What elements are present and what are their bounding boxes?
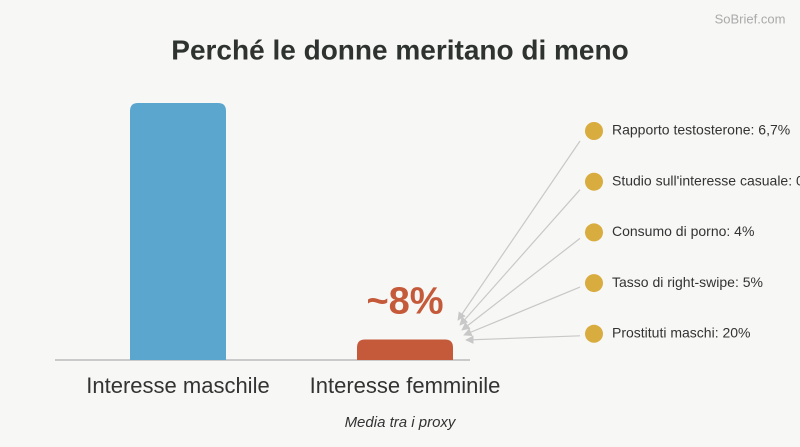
annotation-arrow [461,237,581,331]
bar [357,339,453,360]
subtitle: Media tra i proxy [345,414,457,431]
annotation-arrow [457,140,581,321]
annotation-dot [585,324,603,343]
annotation-arrow [465,335,581,344]
annotation: Studio sull'interesse casuale: 0% [612,172,800,188]
annotation: Tasso di right-swipe: 5% [612,274,763,290]
chart-title: Perché le donne meritano di meno [171,34,628,65]
watermark: SoBrief.com [715,11,786,26]
annotation: Prostituti maschi: 20% [612,325,751,341]
x-tick-label: Interesse maschile [86,373,269,398]
bar [130,103,226,360]
annotation-dot [585,122,603,140]
annotation: Rapporto testosterone: 6,7% [612,122,790,138]
annotation: Consumo di porno: 4% [612,223,754,239]
value-label: ~8% [366,280,443,322]
annotation-arrow [459,189,581,326]
annotation-dot [585,223,603,242]
x-tick-label: Interesse femminile [310,373,501,398]
annotation-dot [585,172,603,191]
annotation-arrow [463,286,581,336]
annotation-dot [585,274,603,293]
